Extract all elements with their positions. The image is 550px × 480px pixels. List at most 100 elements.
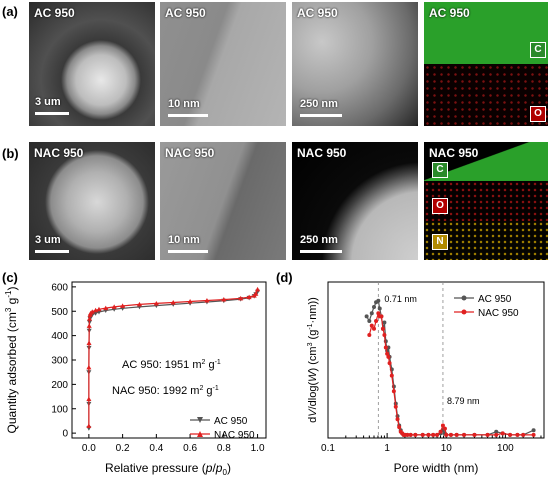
scale-bar bbox=[168, 114, 208, 117]
carbon-map bbox=[424, 2, 548, 64]
data-point bbox=[372, 326, 377, 331]
surface-area-ac950: AC 950: 1951 m2 g-1 bbox=[122, 359, 221, 371]
data-point bbox=[380, 326, 385, 331]
panel-label-b: (b) bbox=[2, 146, 19, 161]
data-point bbox=[379, 314, 384, 319]
data-point bbox=[521, 432, 526, 437]
data-point bbox=[204, 298, 210, 303]
scale-label: 250 nm bbox=[300, 234, 338, 246]
y-tick-label: 0 bbox=[62, 429, 68, 440]
tile-title: NAC 950 bbox=[429, 146, 479, 160]
tile-title: NAC 950 bbox=[297, 146, 347, 160]
data-point bbox=[86, 323, 92, 328]
x-tick-label: 1.0 bbox=[251, 443, 265, 454]
panel-label-c: (c) bbox=[2, 270, 18, 285]
tile-title: AC 950 bbox=[34, 6, 75, 20]
scale-label: 250 nm bbox=[300, 98, 338, 110]
peak-annotation: 0.71 nm bbox=[384, 294, 417, 304]
data-point bbox=[96, 306, 102, 312]
data-point bbox=[364, 314, 369, 319]
data-point bbox=[386, 354, 391, 359]
legend-marker-nac950 bbox=[197, 431, 203, 437]
tile-title: NAC 950 bbox=[34, 146, 84, 160]
y-tick-label: 300 bbox=[51, 356, 68, 367]
peak-annotation: 8.79 nm bbox=[447, 396, 480, 406]
data-point bbox=[221, 297, 227, 302]
data-point bbox=[387, 361, 392, 366]
data-point bbox=[255, 286, 261, 292]
x-tick-label: 100 bbox=[497, 443, 514, 454]
legend-marker-ac950 bbox=[197, 417, 203, 423]
scale-label: 10 nm bbox=[168, 234, 200, 246]
panel-label-d: (d) bbox=[276, 270, 293, 285]
data-point bbox=[367, 319, 372, 323]
data-point bbox=[187, 299, 193, 304]
scale-label: 3 um bbox=[35, 234, 61, 246]
x-tick-label: 10 bbox=[441, 443, 453, 454]
data-point bbox=[120, 303, 126, 308]
legend-marker-nac950 bbox=[461, 309, 467, 315]
data-point bbox=[508, 432, 513, 437]
data-point bbox=[376, 298, 381, 303]
y-axis-label: dV/dlog(W) (cm3 (g-1·nm)) bbox=[307, 297, 319, 423]
data-point bbox=[397, 425, 402, 430]
data-point bbox=[405, 432, 410, 437]
legend-label-ac950: AC 950 bbox=[214, 416, 248, 427]
scale-bar bbox=[35, 112, 69, 115]
data-point bbox=[111, 304, 117, 309]
data-point bbox=[531, 428, 536, 433]
element-label-nitrogen: N bbox=[432, 234, 448, 250]
x-axis-label: Relative pressure (p/p0) bbox=[105, 461, 231, 477]
legend-marker-ac950 bbox=[461, 295, 467, 301]
y-tick-label: 200 bbox=[51, 380, 68, 391]
element-label-oxygen: O bbox=[530, 106, 546, 122]
tile-title: NAC 950 bbox=[165, 146, 215, 160]
surface-area-nac950: NAC 950: 1992 m2 g-1 bbox=[112, 385, 219, 397]
scale-bar bbox=[168, 250, 208, 253]
data-point bbox=[86, 364, 92, 370]
data-point bbox=[382, 333, 387, 338]
panel-label-a: (a) bbox=[2, 4, 18, 19]
eds-map-ac950: AC 950 C O bbox=[424, 2, 548, 126]
eds-map-nac950: NAC 950 C O N bbox=[424, 142, 548, 260]
scale-label: 10 nm bbox=[168, 98, 200, 110]
element-label-oxygen: O bbox=[432, 198, 448, 214]
data-point bbox=[442, 426, 447, 431]
tile-title: AC 950 bbox=[297, 6, 338, 20]
data-point bbox=[376, 311, 381, 316]
x-tick-label: 0.1 bbox=[321, 443, 335, 454]
y-tick-label: 400 bbox=[51, 331, 68, 342]
data-point bbox=[377, 306, 382, 311]
data-point bbox=[494, 432, 499, 437]
stem-image-nac950: NAC 950 250 nm bbox=[292, 142, 418, 260]
data-point bbox=[369, 323, 374, 328]
data-point bbox=[440, 423, 445, 428]
plot-frame bbox=[327, 281, 545, 439]
legend: AC 950 NAC 950 bbox=[454, 294, 519, 319]
data-point bbox=[383, 345, 388, 350]
x-tick-label: 1 bbox=[384, 443, 390, 454]
data-point bbox=[89, 309, 95, 314]
data-point bbox=[515, 432, 520, 437]
data-point bbox=[462, 432, 467, 437]
scale-bar bbox=[35, 250, 69, 253]
y-axis-label: Quantity adsorbed (cm3 g-1) bbox=[4, 287, 19, 434]
data-point bbox=[454, 432, 459, 437]
tem-image-ac950: AC 950 10 nm bbox=[160, 2, 286, 126]
sem-image-nac950: NAC 950 3 um bbox=[29, 142, 155, 260]
data-point bbox=[86, 423, 92, 428]
data-point bbox=[408, 432, 413, 437]
data-point bbox=[136, 301, 142, 307]
x-tick-label: 0.8 bbox=[217, 443, 231, 454]
data-point bbox=[420, 432, 425, 437]
x-tick-label: 0.6 bbox=[183, 443, 197, 454]
data-point bbox=[472, 432, 477, 437]
data-point bbox=[103, 305, 109, 311]
data-point bbox=[170, 299, 176, 305]
scale-bar bbox=[300, 114, 342, 117]
data-point bbox=[87, 316, 93, 321]
element-label-carbon: C bbox=[530, 42, 546, 58]
data-point bbox=[431, 432, 436, 437]
element-label-carbon: C bbox=[432, 162, 448, 178]
isotherm-chart: 0.0 0.2 0.4 0.6 0.8 1.0 0 100 200 300 400 500 600 Re… bbox=[4, 281, 267, 477]
